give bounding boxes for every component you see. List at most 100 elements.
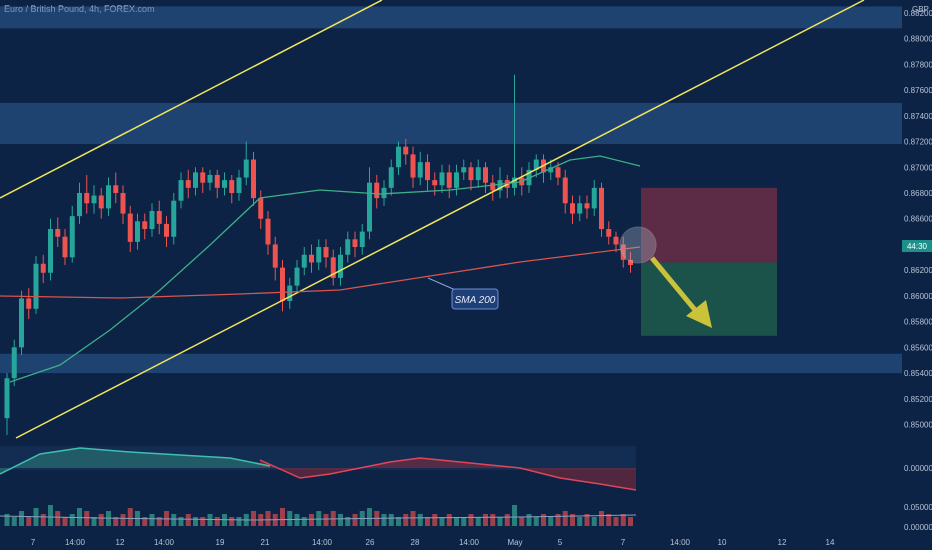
volume-bar xyxy=(367,508,372,526)
volume-bar xyxy=(577,517,583,526)
volume-bar xyxy=(171,514,177,526)
candle-body xyxy=(533,159,539,170)
time-axis: 7 14:00 12 14:00 19 21 14:00 26 28 14:00 May 5 7 14:0… xyxy=(31,538,835,547)
volume-bar xyxy=(301,517,307,526)
volume-bar xyxy=(127,508,133,526)
time-tick-label: 21 xyxy=(261,538,270,547)
volume-bar xyxy=(265,511,271,526)
oscillator-line-1 xyxy=(0,447,271,475)
volume-bar xyxy=(562,511,568,526)
candle-body xyxy=(606,229,612,237)
time-tick-label: 14 xyxy=(826,538,835,547)
volume-bar xyxy=(526,514,532,526)
candle-body xyxy=(367,182,372,232)
volume-bar xyxy=(475,517,481,526)
time-tick-label: 19 xyxy=(216,538,225,547)
candle-body xyxy=(55,229,61,237)
current-price-tag xyxy=(902,240,932,252)
volume-bar xyxy=(461,517,467,526)
candle-body xyxy=(229,180,235,193)
candle-body xyxy=(251,159,256,199)
volume-bar xyxy=(55,511,61,526)
zone-2 xyxy=(0,353,902,374)
volume-bar xyxy=(84,511,90,526)
candle-body xyxy=(309,254,314,263)
candle-body xyxy=(265,218,271,245)
candle-body xyxy=(294,267,300,286)
volume-bar xyxy=(555,514,561,526)
volume-bar xyxy=(178,517,184,526)
volume-bar xyxy=(533,517,539,526)
time-tick-label: 12 xyxy=(116,538,125,547)
candle-body xyxy=(33,263,39,309)
candle-body xyxy=(243,159,249,178)
candle-body xyxy=(396,146,401,168)
price-tick-label: 0.87000 xyxy=(904,163,932,172)
volume-tick-label: 0.00000 xyxy=(904,523,932,532)
candle-body xyxy=(432,180,438,186)
candle-body xyxy=(316,247,322,263)
candle-body xyxy=(381,187,387,199)
projection-arrow-head xyxy=(686,300,712,328)
volume-bar xyxy=(396,517,401,526)
volume-bar xyxy=(156,517,162,526)
volume-bar xyxy=(19,511,24,526)
volume-bar xyxy=(591,517,597,526)
volume-bar xyxy=(294,514,300,526)
candle-body xyxy=(19,298,24,348)
zone-1 xyxy=(0,102,902,145)
candle-body xyxy=(214,174,220,188)
candle-body xyxy=(330,257,336,278)
volume-bar xyxy=(287,511,293,526)
candle-body xyxy=(4,378,10,419)
volume-bar xyxy=(236,517,242,526)
price-tick-label: 0.87200 xyxy=(904,138,932,147)
volume-bar xyxy=(69,514,75,526)
candle-body xyxy=(280,267,285,302)
candle-body xyxy=(613,236,619,245)
volume-bar xyxy=(207,514,213,526)
candle-body xyxy=(185,180,191,188)
volume-bar xyxy=(468,514,474,526)
volume-bar xyxy=(512,505,517,526)
oscillator-positive-area xyxy=(0,448,270,474)
time-tick-label: 14:00 xyxy=(459,538,480,547)
candle-body xyxy=(272,244,278,268)
volume-bar xyxy=(77,508,82,526)
zone-0 xyxy=(0,6,902,29)
candle-body xyxy=(164,223,169,237)
volume-bar xyxy=(11,517,17,526)
chart-layer: SMA 200 xyxy=(0,0,902,439)
candle-body xyxy=(323,247,329,258)
candle-body xyxy=(11,347,17,379)
sma-fast-line xyxy=(9,155,641,383)
volume-bar xyxy=(425,517,430,526)
volume-bar xyxy=(410,511,416,526)
volume-bar xyxy=(620,514,626,526)
volume-bar xyxy=(628,517,633,526)
candle-body xyxy=(388,167,394,188)
price-tick-label: 0.85200 xyxy=(904,395,932,404)
candle-body xyxy=(410,154,416,178)
volume-bar xyxy=(149,514,155,526)
time-tick-label: 10 xyxy=(718,538,727,547)
candle-body xyxy=(599,187,604,230)
sma-200-line xyxy=(0,246,641,299)
candle-body xyxy=(620,244,626,260)
price-tick-label: 0.86200 xyxy=(904,266,932,275)
volume-bar xyxy=(316,511,322,526)
volume-bar xyxy=(381,514,387,526)
price-tick-label: 0.86600 xyxy=(904,215,932,224)
volume-bar xyxy=(26,517,32,526)
time-tick-label: 14:00 xyxy=(154,538,175,547)
time-tick-label: May xyxy=(507,538,522,547)
candle-body xyxy=(548,167,554,173)
stop-loss-zone xyxy=(641,187,777,263)
price-tick-label: 0.85400 xyxy=(904,369,932,378)
candle-body xyxy=(454,172,459,188)
channel-lower-line xyxy=(15,0,865,439)
candle-body xyxy=(48,229,53,273)
price-tick-label: 0.88000 xyxy=(904,35,932,44)
candle-body xyxy=(207,174,213,183)
